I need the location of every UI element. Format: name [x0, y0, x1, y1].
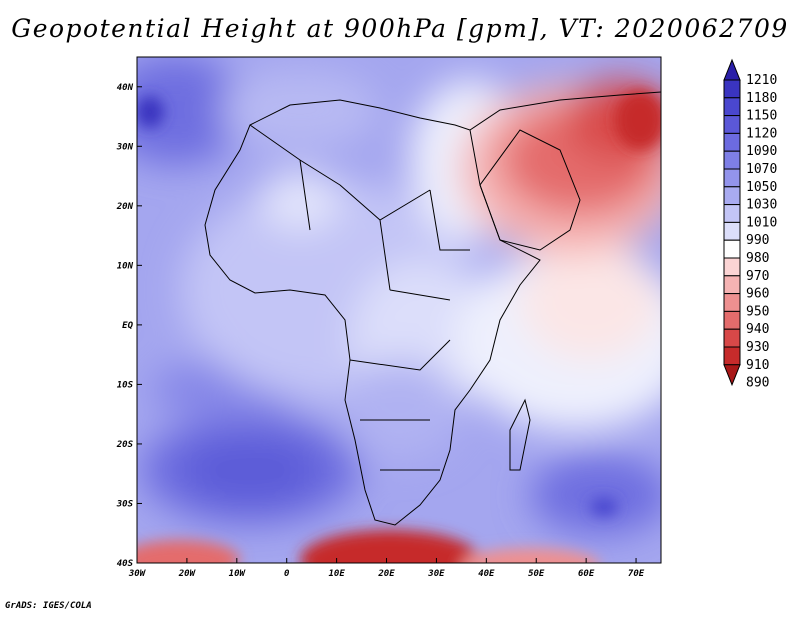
lat-tick-label: 20N [116, 202, 134, 212]
colorbar-segment [723, 221, 741, 241]
lon-tick-label: 0 [284, 569, 290, 579]
lat-tick-label: 30N [116, 142, 134, 152]
colorbar-label: 1150 [746, 109, 777, 124]
coastlines [204, 91, 661, 526]
colorbar-label: 950 [746, 304, 769, 319]
lon-tick-label: 20W [178, 569, 197, 579]
colorbar-label: 980 [746, 251, 769, 266]
colorbar-label: 1010 [746, 215, 777, 230]
map-frame [136, 56, 662, 564]
colorbar-top-arrow [723, 58, 741, 81]
colorbar-label: 970 [746, 269, 769, 284]
colorbar-label: 1210 [746, 73, 777, 88]
colorbar-segment [723, 186, 741, 206]
lon-tick-label: 30W [128, 569, 147, 579]
lon-tick-label: 10E [328, 569, 345, 579]
latitude-axis: 40N 30N 20N 10N EQ 10S 20S 30S 40S [116, 83, 142, 569]
colorbar-segment [723, 239, 741, 259]
colorbar-segment [723, 275, 741, 295]
colorbar-label: 1030 [746, 198, 777, 213]
colorbar-segment [723, 115, 741, 134]
colorbar-segment [723, 79, 741, 99]
colorbar-segment [723, 150, 741, 170]
colorbar-segment [723, 257, 741, 277]
lat-tick-label: 40S [117, 559, 134, 569]
lat-tick-label: 10S [117, 380, 134, 390]
lat-tick-label: 40N [117, 83, 134, 93]
colorbar-segment [723, 168, 741, 188]
lon-tick-label: 50E [528, 569, 545, 579]
colorbar-segment [723, 346, 741, 366]
colorbar-label: 930 [746, 340, 769, 355]
lon-tick-label: 40E [478, 569, 495, 579]
lon-tick-label: 20E [377, 569, 395, 579]
colorbar-segment [723, 310, 741, 330]
colorbar-label: 940 [746, 322, 769, 337]
lon-tick-label: 60E [578, 569, 595, 579]
colorbar-segment [723, 204, 741, 223]
colorbar-label: 1070 [746, 162, 777, 177]
colorbar-segment [723, 328, 741, 348]
lat-tick-label: 30S [116, 499, 134, 509]
colorbar-label: 1090 [746, 144, 777, 159]
colorbar-segment [723, 132, 741, 152]
colorbar-segment [723, 293, 741, 312]
grads-credit: GrADS: IGES/COLA [5, 601, 92, 611]
map-title: Geopotential Height at 900hPa [gpm], VT:… [11, 14, 789, 43]
colorbar-label: 890 [746, 376, 769, 391]
colorbar-label: 960 [746, 287, 769, 302]
lon-tick-label: 30E [427, 569, 445, 579]
lat-tick-label: 20S [116, 440, 134, 450]
colorbar-label: 1120 [746, 126, 777, 141]
colorbar-label: 990 [746, 233, 769, 248]
longitude-axis: 30W 20W 10W 0 10E 20E 30E 40E 50E 60E 70E [128, 558, 645, 579]
colorbar: 1210 1180 1150 1120 1090 1070 1050 1030 1010 990 9… [723, 58, 777, 391]
lon-tick-label: 70E [628, 569, 645, 579]
lat-tick-label: 10N [117, 261, 134, 271]
height-field [137, 57, 661, 563]
colorbar-label: 910 [746, 358, 769, 373]
colorbar-label: 1050 [746, 180, 777, 195]
colorbar-bottom-arrow [723, 364, 741, 387]
lon-tick-label: 10W [229, 569, 247, 579]
colorbar-label: 1180 [746, 91, 777, 106]
lat-tick-label: EQ [122, 321, 133, 331]
colorbar-segment [723, 97, 741, 117]
